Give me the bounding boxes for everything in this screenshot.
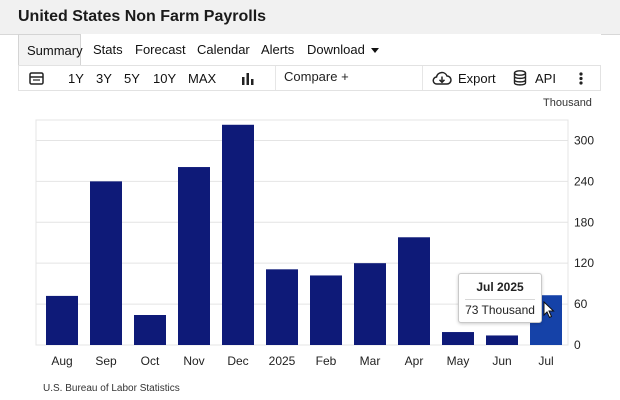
x-tick-label: Jun (492, 354, 511, 368)
y-tick-label: 300 (574, 133, 594, 147)
mouse-cursor-icon (543, 301, 555, 319)
x-tick-label: May (447, 354, 470, 368)
x-tick-label: Nov (183, 354, 204, 368)
tooltip-title: Jul 2025 (476, 280, 524, 294)
tab-summary[interactable]: Summary (18, 34, 83, 65)
tab-calendar[interactable]: Calendar (197, 42, 250, 57)
y-axis-unit: Thousand (543, 97, 592, 109)
x-tick-label: Dec (227, 354, 248, 368)
bar (398, 237, 430, 345)
page-title: United States Non Farm Payrolls (18, 8, 267, 25)
range-5y[interactable]: 5Y (124, 71, 140, 86)
tab-alerts[interactable]: Alerts (261, 42, 295, 57)
x-tick-label: Jul (538, 354, 553, 368)
y-tick-label: 180 (574, 215, 594, 229)
range-10y[interactable]: 10Y (153, 71, 177, 86)
x-tick-label: 2025 (269, 354, 296, 368)
tab-download-label: Download (307, 42, 365, 57)
tab-forecast[interactable]: Forecast (135, 42, 186, 57)
bar (310, 275, 342, 345)
bar-chart-icon[interactable] (241, 71, 255, 90)
more-vertical-icon[interactable] (579, 72, 583, 90)
tab-download[interactable]: Download (307, 34, 379, 65)
range-max[interactable]: MAX (188, 71, 217, 86)
cloud-download-icon[interactable] (432, 71, 452, 91)
x-tick-label: Aug (51, 354, 72, 368)
export-button[interactable]: Export (458, 71, 496, 86)
chart-tooltip: Jul 2025 73 Thousand (458, 273, 542, 323)
bar (222, 124, 254, 345)
title-bar: United States Non Farm Payrolls (0, 0, 620, 35)
calendar-icon[interactable] (29, 71, 44, 90)
tooltip-value: 73 Thousand (465, 303, 535, 317)
y-tick-label: 240 (574, 174, 594, 188)
bar (354, 263, 386, 345)
database-icon[interactable] (513, 70, 527, 91)
bar (90, 181, 122, 345)
api-button[interactable]: API (535, 71, 556, 86)
x-tick-label: Mar (360, 354, 381, 368)
x-tick-label: Apr (405, 354, 424, 368)
bar (178, 167, 210, 345)
bar (442, 332, 474, 345)
bar (266, 269, 298, 345)
nav-bar: Summary Stats Forecast Calendar Alerts D… (18, 34, 601, 66)
x-tick-label: Sep (95, 354, 117, 368)
compare-label: Compare + (284, 69, 349, 84)
bar (486, 335, 518, 345)
tab-stats[interactable]: Stats (93, 42, 123, 57)
bar (134, 315, 166, 345)
chart-toolbar: 1Y 3Y 5Y 10Y MAX Compare + Export API (18, 66, 601, 91)
range-3y[interactable]: 3Y (96, 71, 112, 86)
y-tick-label: 120 (574, 256, 594, 270)
compare-input[interactable]: Compare + (275, 66, 423, 90)
range-1y[interactable]: 1Y (68, 71, 84, 86)
tooltip-divider (465, 299, 535, 300)
y-tick-label: 0 (574, 338, 581, 352)
bar-chart: 0 60 120 180 240 300 Aug Sep Oct Nov Dec 2025 Feb Mar… (35, 119, 594, 368)
bar (46, 295, 78, 345)
x-tick-label: Oct (141, 354, 160, 368)
chevron-down-icon (370, 48, 379, 54)
plot-area (35, 119, 569, 346)
x-tick-label: Feb (316, 354, 337, 368)
chart-source: U.S. Bureau of Labor Statistics (43, 383, 180, 394)
y-tick-label: 60 (574, 297, 588, 311)
